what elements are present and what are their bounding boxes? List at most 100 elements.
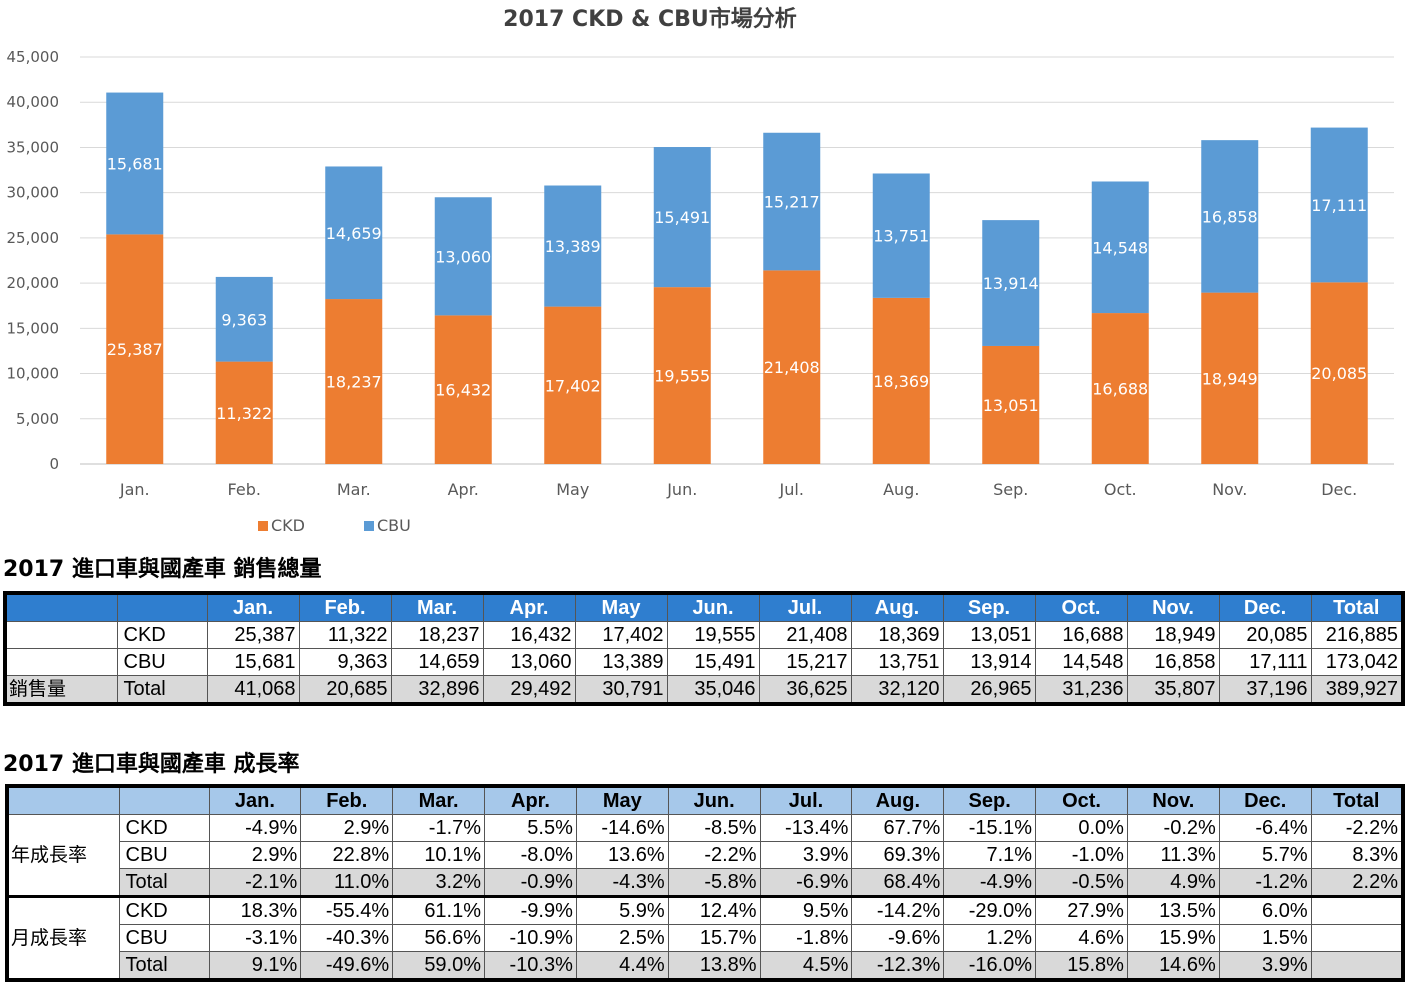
legend: CKD CBU xyxy=(258,516,411,535)
y-tick-label: 40,000 xyxy=(7,93,60,111)
data-label: 19,555 xyxy=(654,367,710,386)
bar-ckd xyxy=(1201,292,1259,464)
value-cell: 13,060 xyxy=(482,648,576,676)
column-header: Sep. xyxy=(943,785,1037,815)
y-tick-label: 5,000 xyxy=(16,410,59,428)
table-row: Total 9.1% -49.6% 59.0% -10.3% 4.4% 13.8% 4.5% -… xyxy=(7,951,1404,981)
row-label: Total xyxy=(116,675,208,705)
value-cell: 18,949 xyxy=(1126,621,1220,649)
value-cell: 15.7% xyxy=(667,924,761,952)
stacked-bar-chart: 2017 CKD & CBU市場分析 0 5,000 10,000 15,000 20,… xyxy=(7,6,1394,535)
empty-cell xyxy=(4,648,118,676)
value-cell: -16.0% xyxy=(943,951,1037,981)
data-label: 16,858 xyxy=(1202,207,1258,226)
value-cell: 13,751 xyxy=(850,648,944,676)
y-axis-ticks: 0 5,000 10,000 15,000 20,000 25,000 30,000 35,0… xyxy=(7,48,60,473)
value-cell: 61.1% xyxy=(392,896,486,925)
value-cell: -12.3% xyxy=(851,951,945,981)
bar-cbu xyxy=(1310,127,1368,283)
value-cell: 69.3% xyxy=(851,841,945,869)
value-cell: 16,432 xyxy=(482,621,576,649)
bar-ckd xyxy=(434,315,492,464)
bar-ckd xyxy=(653,287,711,464)
legend-swatch-cbu xyxy=(364,521,374,531)
value-cell: 14,659 xyxy=(390,648,484,676)
y-tick-label: 0 xyxy=(49,455,59,473)
value-cell: 389,927 xyxy=(1310,675,1404,705)
column-header: Jun. xyxy=(667,785,761,815)
bar-cbu xyxy=(106,92,164,235)
data-label: 13,914 xyxy=(983,274,1039,293)
y-tick-label: 30,000 xyxy=(7,184,60,202)
x-tick-label: Sep. xyxy=(993,480,1028,499)
value-cell: 173,042 xyxy=(1310,648,1404,676)
value-cell: -15.1% xyxy=(943,814,1037,842)
value-cell: 59.0% xyxy=(392,951,486,981)
y-tick-label: 15,000 xyxy=(7,319,60,337)
value-cell xyxy=(1310,896,1404,925)
value-cell: -4.9% xyxy=(208,814,302,842)
value-cell: 56.6% xyxy=(392,924,486,952)
value-cell: -0.9% xyxy=(484,868,577,898)
value-cell: 9.5% xyxy=(759,896,853,925)
row-label: Total xyxy=(118,951,210,981)
bar-cbu xyxy=(434,197,492,316)
column-header: Jul. xyxy=(759,785,853,815)
column-header: Jan. xyxy=(206,592,300,622)
table-row: CBU 2.9% 22.8% 10.1% -8.0% 13.6% -2.2% 3.9% 69.3… xyxy=(7,841,1404,869)
value-cell: -0.2% xyxy=(1126,814,1220,842)
y-tick-label: 45,000 xyxy=(7,48,60,66)
bar-cbu xyxy=(1091,181,1149,314)
column-header: Nov. xyxy=(1126,785,1220,815)
group-label: 月成長率 xyxy=(6,896,120,981)
empty-cell xyxy=(4,621,118,649)
x-tick-label: Jun. xyxy=(666,480,697,499)
value-cell: -55.4% xyxy=(300,896,394,925)
column-header: Dec. xyxy=(1218,785,1312,815)
row-label: Total xyxy=(118,868,210,898)
value-cell: 15.9% xyxy=(1126,924,1220,952)
data-label: 11,322 xyxy=(216,404,272,423)
data-label: 13,389 xyxy=(545,237,601,256)
y-tick-label: 10,000 xyxy=(7,365,60,383)
data-label: 13,751 xyxy=(873,227,929,246)
growth-table: Jan. Feb. Mar. Apr. May Jun. Jul. Aug. Sep. Oct. N… xyxy=(5,784,1405,982)
x-tick-label: Jan. xyxy=(119,480,150,499)
value-cell: -49.6% xyxy=(300,951,394,981)
value-cell: 30,791 xyxy=(574,675,668,705)
sales-table-title: 2017 進口車與國產車 銷售總量 xyxy=(3,557,322,582)
value-cell: -5.8% xyxy=(667,868,761,898)
value-cell: -9.6% xyxy=(851,924,945,952)
value-cell: 20,685 xyxy=(298,675,392,705)
row-label: CKD xyxy=(118,814,210,842)
value-cell: 21,408 xyxy=(758,621,852,649)
value-cell: 2.5% xyxy=(575,924,669,952)
value-cell: 15,491 xyxy=(666,648,760,676)
bar-ckd xyxy=(1310,282,1368,464)
value-cell: 14,548 xyxy=(1034,648,1128,676)
value-cell: 11.3% xyxy=(1126,841,1220,869)
data-label: 13,051 xyxy=(983,396,1039,415)
value-cell: -10.3% xyxy=(484,951,577,981)
value-cell: 10.1% xyxy=(392,841,486,869)
column-header: Total xyxy=(1310,592,1404,622)
bar-cbu xyxy=(325,166,383,300)
column-header: Nov. xyxy=(1126,592,1220,622)
x-axis-ticks: Jan. Feb. Mar. Apr. May Jun. Jul. Aug. Sep. Oct. N… xyxy=(119,480,1357,499)
bar-ckd xyxy=(106,234,164,464)
column-header: Feb. xyxy=(298,592,392,622)
value-cell: 15,217 xyxy=(758,648,852,676)
growth-table-title: 2017 進口車與國產車 成長率 xyxy=(3,752,300,777)
value-cell: 2.9% xyxy=(208,841,302,869)
value-cell: 13,051 xyxy=(942,621,1036,649)
group-label: 年成長率 xyxy=(6,814,120,898)
value-cell: -29.0% xyxy=(943,896,1037,925)
chart-title: 2017 CKD & CBU市場分析 xyxy=(503,6,797,32)
corner-cell xyxy=(118,785,210,815)
data-label: 15,681 xyxy=(107,154,163,173)
value-cell: 13,914 xyxy=(942,648,1036,676)
data-label: 17,402 xyxy=(545,376,601,395)
value-cell: -10.9% xyxy=(484,924,577,952)
bar-ckd xyxy=(325,299,383,464)
bar-ckd xyxy=(982,345,1040,464)
